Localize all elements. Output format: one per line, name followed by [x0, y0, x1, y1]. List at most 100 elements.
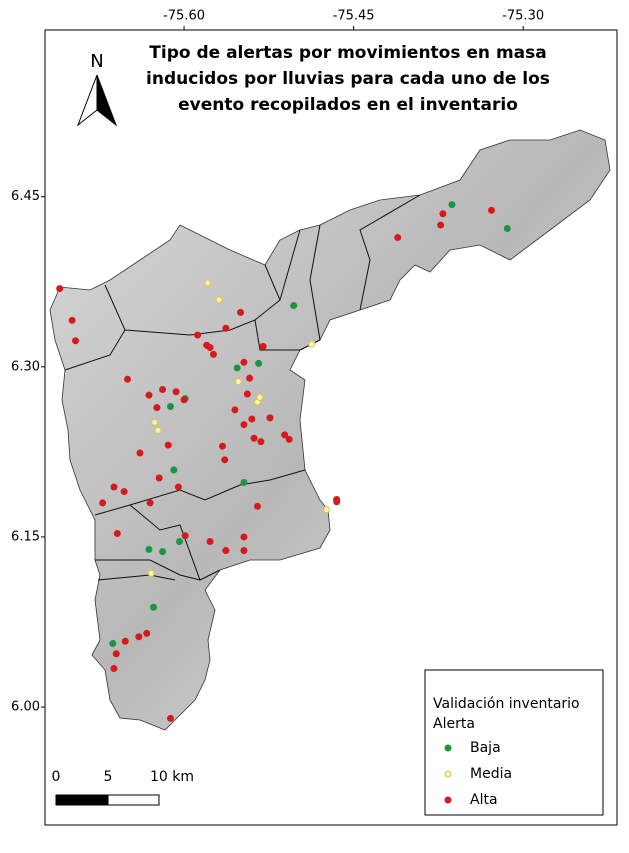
event-point — [240, 479, 248, 487]
event-point — [240, 421, 248, 429]
event-point — [248, 415, 256, 423]
legend-label: Baja — [470, 740, 501, 756]
legend-label: Alta — [470, 792, 498, 808]
title-line: inducidos por lluvias para cada uno de l… — [146, 69, 550, 89]
legend-marker — [444, 770, 452, 778]
event-point — [218, 442, 226, 450]
event-point — [72, 337, 80, 345]
event-point — [206, 344, 214, 352]
x-tick-label: -75.30 — [502, 9, 544, 24]
event-point — [154, 426, 162, 434]
event-point — [110, 664, 118, 672]
legend-marker — [444, 744, 452, 752]
legend: Validación inventario Alerta Baja Media Al… — [424, 669, 604, 816]
event-point — [437, 221, 445, 229]
event-point — [221, 456, 229, 464]
event-point — [448, 201, 456, 209]
event-point — [234, 378, 242, 386]
event-point — [259, 342, 267, 350]
event-point — [215, 296, 223, 304]
event-point — [120, 488, 128, 496]
event-point — [254, 502, 262, 510]
event-point — [333, 498, 341, 506]
event-point — [266, 414, 274, 422]
event-point — [290, 302, 298, 310]
event-point — [145, 391, 153, 399]
event-point — [170, 466, 178, 474]
event-point — [281, 431, 289, 439]
event-point — [250, 434, 258, 442]
event-point — [240, 358, 248, 366]
event-point — [159, 548, 167, 556]
title-line: evento recopilados en el inventario — [178, 95, 518, 115]
event-point — [143, 629, 151, 637]
legend-title: Validación inventario — [433, 696, 580, 712]
event-point — [240, 533, 248, 541]
event-point — [181, 532, 189, 540]
event-point — [257, 438, 265, 446]
event-point — [439, 210, 447, 218]
event-point — [172, 388, 180, 396]
event-point — [99, 499, 107, 507]
event-point — [209, 350, 217, 358]
event-point — [222, 324, 230, 332]
event-point — [285, 435, 293, 443]
event-point — [488, 206, 496, 214]
event-point — [243, 390, 251, 398]
event-point — [503, 224, 511, 232]
scale-label: 0 — [52, 769, 61, 785]
legend-marker — [444, 796, 452, 804]
event-point — [394, 234, 402, 242]
event-point — [246, 374, 254, 382]
title-line: Tipo de alertas por movimientos en masa — [149, 43, 546, 63]
y-tick-label: 6.45 — [11, 189, 40, 204]
event-point — [121, 637, 129, 645]
legend-subtitle: Alerta — [433, 716, 475, 732]
scale-label: 10 km — [150, 769, 194, 785]
event-point — [109, 640, 117, 648]
legend-box — [424, 669, 604, 816]
event-point — [159, 386, 167, 394]
event-point — [237, 308, 245, 316]
event-point — [233, 364, 241, 372]
event-point — [308, 340, 316, 348]
event-point — [206, 537, 214, 545]
event-point — [255, 359, 263, 367]
north-arrow-right — [96, 74, 118, 127]
event-point — [146, 499, 154, 507]
x-tick-label: -75.45 — [333, 9, 375, 24]
scale-label: 5 — [104, 769, 113, 785]
event-point — [204, 279, 212, 287]
y-tick-label: 6.15 — [11, 529, 40, 544]
event-point — [112, 650, 120, 658]
event-point — [113, 530, 121, 538]
scale-segment — [55, 794, 109, 806]
event-point — [110, 483, 118, 491]
scale-bar: 0 5 10 km — [52, 769, 194, 806]
event-point — [166, 714, 174, 722]
event-point — [155, 474, 163, 482]
event-point — [222, 547, 230, 555]
event-point — [135, 633, 143, 641]
y-tick-label: 6.00 — [11, 700, 40, 715]
event-point — [150, 603, 158, 611]
x-tick-label: -75.60 — [163, 9, 205, 24]
event-point — [322, 506, 330, 514]
scale-segment — [107, 794, 160, 806]
event-point — [256, 393, 264, 401]
event-point — [56, 285, 64, 293]
event-point — [124, 375, 132, 383]
legend-label: Media — [470, 766, 512, 782]
event-point — [166, 403, 174, 411]
event-point — [231, 406, 239, 414]
event-point — [153, 404, 161, 412]
event-point — [180, 396, 188, 404]
event-point — [194, 331, 202, 339]
title: Tipo de alertas por movimientos en masa … — [146, 43, 550, 115]
event-point — [145, 545, 153, 553]
event-point — [147, 569, 155, 577]
north-label: N — [90, 51, 103, 72]
event-point — [176, 537, 184, 545]
event-point — [136, 449, 144, 457]
